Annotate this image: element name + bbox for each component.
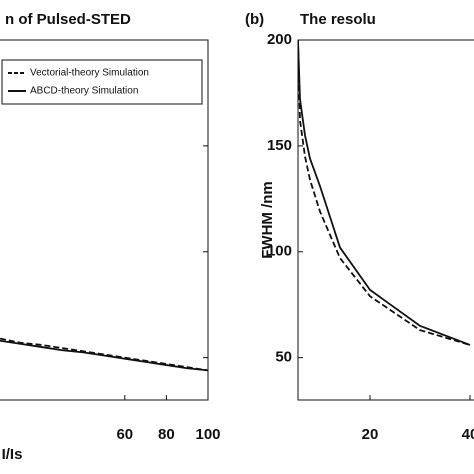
x-tick-label: 40 [462,426,474,443]
x-tick-label: 20 [362,426,379,443]
x-axis-label: I/Is [2,446,23,463]
panel-label: (b) [245,11,264,28]
y-tick-label: 150 [267,137,292,154]
legend-label: ABCD-theory Simulation [30,86,138,97]
plot-frame [297,39,474,401]
chart-title: The resolu [300,11,376,28]
y-tick-label: 100 [267,243,292,260]
legend-label: Vectorial-theory Simulation [30,68,149,79]
line-series [298,40,471,346]
x-tick-label: 60 [116,426,133,443]
x-tick-label: 100 [195,426,220,443]
plot-area [0,337,208,372]
plot-area [298,40,471,346]
line-series [0,339,208,372]
y-tick-label: 200 [267,31,292,48]
chart-title: n of Pulsed-STED [5,11,131,28]
line-series [298,40,471,346]
x-tick-label: 80 [158,426,175,443]
y-axis-label: FWHM /nm [259,181,276,258]
legend: Vectorial-theory Simulation ABCD-theory S… [1,59,203,105]
plot-frame [0,39,209,401]
line-series [0,337,208,372]
y-tick-label: 50 [275,349,292,366]
legend-box [1,59,203,105]
